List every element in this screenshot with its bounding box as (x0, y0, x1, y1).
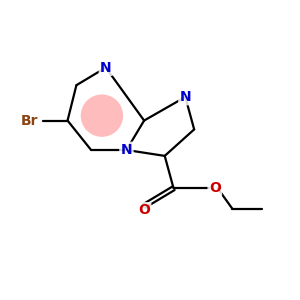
Text: Br: Br (20, 114, 38, 128)
Text: N: N (121, 143, 132, 157)
Text: N: N (179, 90, 191, 104)
Text: N: N (100, 61, 112, 75)
Circle shape (81, 94, 123, 137)
Text: O: O (138, 203, 150, 218)
Text: O: O (209, 181, 221, 195)
